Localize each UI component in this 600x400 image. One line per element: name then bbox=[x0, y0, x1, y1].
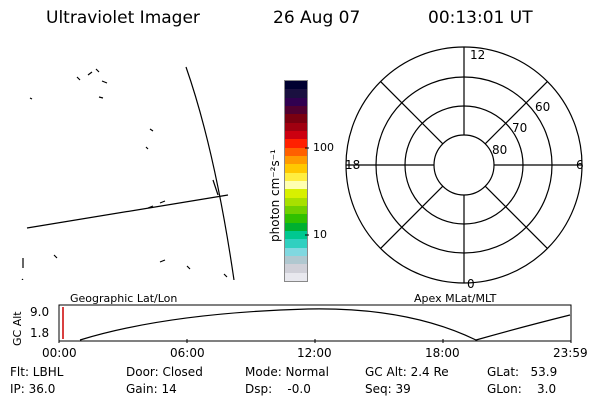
colorbar-segment bbox=[285, 231, 307, 240]
colorbar-segment bbox=[285, 139, 307, 149]
colorbar-segment bbox=[285, 172, 307, 182]
gc-alt-axis-title: GC Alt bbox=[11, 311, 24, 346]
colorbar-segment bbox=[285, 156, 307, 165]
colorbar-segment bbox=[285, 264, 307, 274]
time-tick-1200: 12:00 bbox=[297, 346, 332, 360]
colorbar-tick-100: 100 bbox=[313, 141, 334, 154]
polar-label-18: 18 bbox=[345, 158, 360, 172]
gain-status: Gain: 14 bbox=[126, 382, 177, 396]
geographic-label: Geographic Lat/Lon bbox=[70, 292, 178, 305]
mode-status: Mode: Normal bbox=[245, 365, 329, 379]
map-crossing-line bbox=[26, 194, 229, 229]
colorbar-segment bbox=[285, 89, 307, 99]
time-tick-0000: 00:00 bbox=[42, 346, 77, 360]
polar-lat-80: 80 bbox=[492, 143, 507, 157]
y-tick-9: 9.0 bbox=[30, 305, 50, 319]
colorbar-unit-label: photon cm⁻²s⁻¹ bbox=[268, 149, 282, 242]
door-status: Door: Closed bbox=[126, 365, 203, 379]
colorbar-segment bbox=[285, 197, 307, 207]
gc-alt-status: GC Alt: 2.4 Re bbox=[365, 365, 449, 379]
color-scale-bar bbox=[284, 80, 308, 282]
polar-label-12: 12 bbox=[470, 48, 485, 62]
colorbar-segment bbox=[285, 256, 307, 265]
colorbar-segment bbox=[285, 272, 307, 282]
seq-status: Seq: 39 bbox=[365, 382, 411, 396]
time-tick-1800: 18:00 bbox=[425, 346, 460, 360]
time-tick-0600: 06:00 bbox=[170, 346, 205, 360]
colorbar-segment bbox=[285, 247, 307, 257]
colorbar-segment bbox=[285, 122, 307, 132]
colorbar-segment bbox=[285, 214, 307, 224]
coast-fragment bbox=[29, 68, 154, 150]
polar-label-0: 0 bbox=[467, 277, 475, 290]
polar-lat-60: 60 bbox=[535, 100, 550, 114]
y-tick-1-8: 1.8 bbox=[30, 326, 50, 340]
colorbar-segment bbox=[285, 106, 307, 115]
altitude-timeline bbox=[58, 304, 572, 343]
polar-label-6: 6 bbox=[576, 158, 584, 172]
glat-status: GLat: 53.9 bbox=[487, 365, 558, 379]
colorbar-segment bbox=[285, 189, 307, 199]
colorbar-segment bbox=[285, 206, 307, 215]
filter-status: Flt: LBHL bbox=[10, 365, 64, 379]
polar-lat-70: 70 bbox=[512, 121, 527, 135]
colorbar-tick-10: 10 bbox=[313, 228, 327, 241]
colorbar-segment bbox=[285, 222, 307, 232]
glon-status: GLon: 3.0 bbox=[487, 382, 557, 396]
colorbar-segment bbox=[285, 114, 307, 124]
time-tick-2359: 23:59 bbox=[553, 346, 588, 360]
polar-mlt-plot: 12 18 6 0 60 70 80 bbox=[345, 46, 584, 290]
apex-label: Apex MLat/MLT bbox=[414, 292, 497, 305]
colorbar-segment bbox=[285, 164, 307, 174]
geographic-map bbox=[21, 66, 235, 280]
colorbar-ticks bbox=[305, 147, 309, 236]
polar-ring-80 bbox=[433, 134, 495, 196]
map-boundary-curve bbox=[185, 66, 235, 280]
instrument-title: Ultraviolet Imager bbox=[46, 8, 200, 28]
colorbar-segment bbox=[285, 181, 307, 190]
altitude-curve bbox=[79, 308, 571, 341]
date-label: 26 Aug 07 bbox=[273, 8, 361, 28]
ip-status: IP: 36.0 bbox=[10, 382, 56, 396]
colorbar-segment bbox=[285, 147, 307, 157]
colorbar-segment bbox=[285, 97, 307, 107]
colorbar-segment bbox=[285, 131, 307, 140]
time-label: 00:13:01 UT bbox=[428, 8, 533, 28]
dsp-status: Dsp: -0.0 bbox=[245, 382, 311, 396]
colorbar-segment bbox=[285, 81, 307, 90]
colorbar-segment bbox=[285, 239, 307, 249]
